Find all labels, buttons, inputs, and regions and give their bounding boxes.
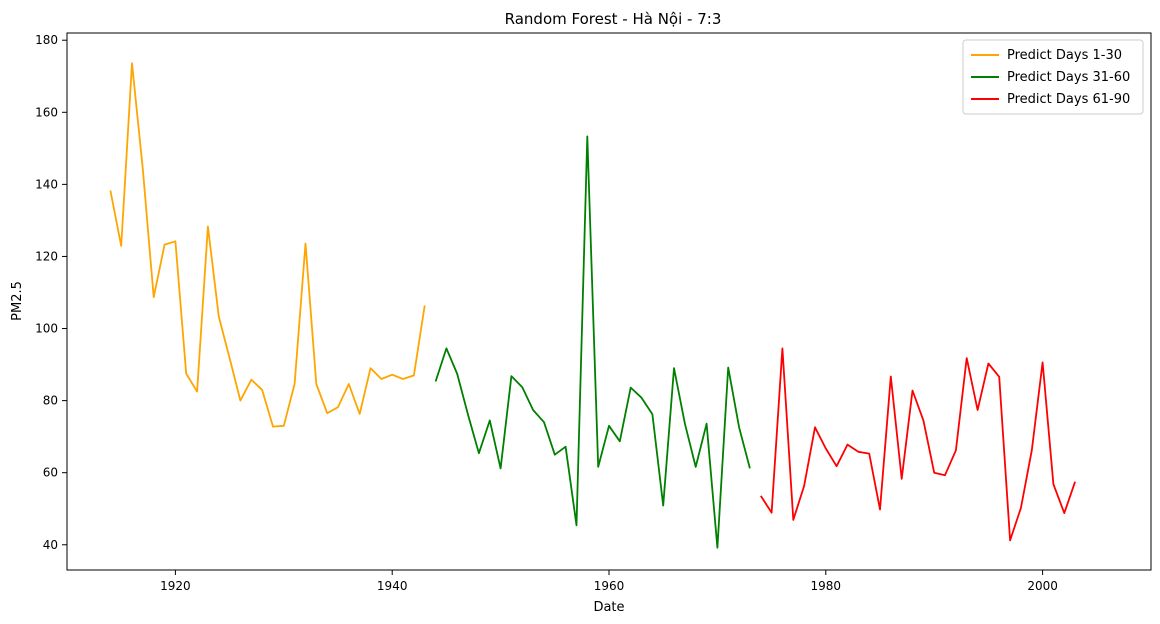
series-line-1	[109, 62, 426, 428]
y-axis-title: PM2.5	[10, 281, 25, 321]
legend-label-2: Predict Days 31-60	[1007, 70, 1130, 85]
x-tick-label: 1980	[811, 579, 842, 593]
y-tick-label: 80	[43, 394, 58, 408]
series-layer	[109, 62, 1076, 549]
legend-label-1: Predict Days 1-30	[1007, 48, 1122, 63]
legend-label-3: Predict Days 61-90	[1007, 92, 1130, 107]
x-tick-label: 2000	[1027, 579, 1058, 593]
series-line-3	[760, 347, 1076, 542]
x-tick-label: 1960	[594, 579, 625, 593]
y-tick-label: 180	[35, 33, 58, 47]
legend: Predict Days 1-30 Predict Days 31-60 Predi…	[962, 39, 1144, 115]
x-axis: 1920 1940 1960 1980 2000	[160, 570, 1058, 593]
y-axis: 40 60 80 100 120 140 160 180	[35, 33, 67, 552]
y-tick-label: 140	[35, 177, 58, 191]
legend-box	[962, 39, 1144, 115]
y-tick-label: 160	[35, 105, 58, 119]
y-tick-label: 100	[35, 322, 58, 336]
chart-title: Random Forest - Hà Nội - 7:3	[505, 10, 722, 28]
y-tick-label: 60	[43, 466, 58, 480]
x-tick-label: 1940	[377, 579, 408, 593]
y-tick-label: 40	[43, 538, 58, 552]
series-line-2	[434, 135, 751, 549]
x-axis-title: Date	[593, 600, 624, 615]
x-tick-label: 1920	[160, 579, 191, 593]
y-tick-label: 120	[35, 249, 58, 263]
